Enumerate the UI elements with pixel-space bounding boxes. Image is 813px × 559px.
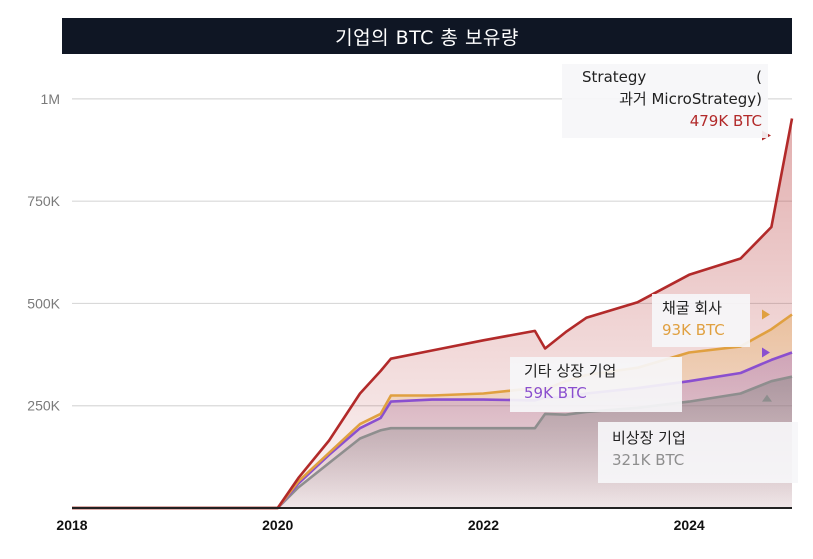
strategy-name-line2: 과거 MicroStrategy)	[619, 90, 762, 108]
mining-name: 채굴 회사	[662, 299, 722, 317]
y-tick-label: 750K	[27, 193, 60, 209]
x-tick-label: 2018	[56, 517, 87, 533]
y-tick-label: 500K	[27, 295, 60, 311]
other-public-label: 기타 상장 기업 59K BTC	[510, 357, 682, 412]
other-public-name: 기타 상장 기업	[524, 362, 617, 380]
strategy-name: Strategy	[582, 68, 647, 86]
mining-value: 93K BTC	[662, 321, 725, 339]
private-label: 비상장 기업 321K BTC	[598, 422, 798, 483]
x-tick-label: 2020	[262, 517, 293, 533]
private-line	[72, 375, 793, 510]
y-tick-label: 250K	[27, 398, 60, 414]
mining-label: 채굴 회사 93K BTC	[652, 294, 750, 347]
private-value: 321K BTC	[612, 451, 685, 469]
other-public-value: 59K BTC	[524, 384, 587, 402]
private-name: 비상장 기업	[612, 429, 686, 447]
x-tick-label: 2022	[468, 517, 499, 533]
chart-title: 기업의 BTC 총 보유량	[62, 18, 792, 54]
mining-end-marker	[762, 309, 770, 320]
strategy-label: Strategy ( 과거 MicroStrategy) 479K BTC	[562, 64, 768, 138]
y-tick-label: 1M	[41, 91, 60, 107]
other-end-marker	[762, 347, 770, 358]
strategy-paren: (	[756, 68, 762, 86]
x-tick-label: 2024	[674, 517, 705, 533]
mining-line	[72, 313, 793, 510]
strategy-line	[72, 118, 794, 510]
strategy-value: 479K BTC	[689, 112, 762, 130]
private-end-marker	[762, 394, 772, 402]
